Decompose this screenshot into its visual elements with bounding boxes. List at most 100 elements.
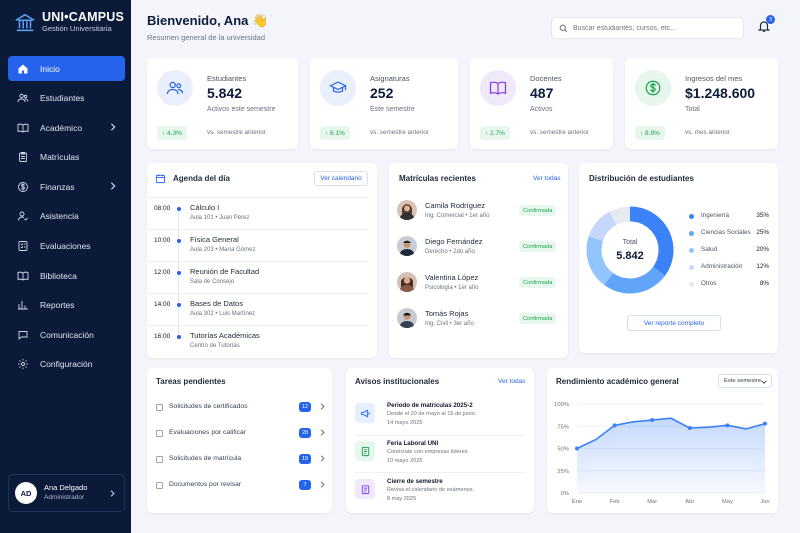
data-point[interactable] [575, 446, 579, 451]
task-item[interactable]: Solicitudes de matrícula 19 [156, 454, 326, 468]
sidebar-item-label: Evaluaciones [40, 241, 91, 252]
x-tick-label: Ene [572, 499, 582, 505]
stat-card-asignaturas[interactable]: Asignaturas 252 Este semestre ↑ 6.1% vs.… [310, 58, 458, 149]
donut-slice-2 [586, 206, 674, 294]
agenda-item-meta: Aula 302 • Luis Martínez [190, 311, 256, 317]
stat-compare: vs. mes anterior [685, 129, 730, 136]
agenda-item[interactable]: 12:00 Reunión de Facultad Sala de Consej… [147, 261, 369, 293]
legend-name: Ingeniería [701, 212, 730, 219]
view-calendar-button[interactable]: Ver calendario [314, 171, 368, 186]
performance-card: Rendimiento académico general Este semes… [547, 368, 778, 513]
timeline-dot [177, 271, 181, 275]
view-all-enrollments-link[interactable]: Ver todas [533, 175, 561, 182]
performance-area-chart: 0% 25% 50% 75% 100% Ene Feb Mar Abr May Jun [554, 402, 770, 505]
notice-item[interactable]: Periodo de matrículas 2025-2 Desde el 20… [355, 400, 525, 436]
book-icon [17, 123, 29, 133]
task-item[interactable]: Solicitudes de certificados 12 [156, 402, 326, 416]
data-point[interactable] [725, 423, 730, 428]
brand-logo[interactable]: UNI•CAMPUS Gestión Universitaria [14, 11, 124, 34]
data-point[interactable] [763, 421, 767, 426]
search-bar[interactable] [551, 17, 744, 39]
agenda-time: 12:00 [154, 269, 171, 276]
stat-note: Total [685, 106, 700, 113]
task-checkbox[interactable] [156, 482, 163, 489]
sidebar-nav: Inicio Estudiantes Académico Matrículas … [8, 56, 125, 382]
stat-card-docentes[interactable]: Docentes 487 Activos ↑ 2.7% vs. semestre… [470, 58, 613, 149]
sidebar-item-comunicacion[interactable]: Comunicación [8, 322, 125, 347]
enrollment-item[interactable]: Diego Fernández Derecho • 2do año Confir… [397, 231, 565, 267]
legend-swatch [689, 231, 694, 236]
sidebar-item-label: Configuración [40, 359, 93, 370]
stat-label: Ingresos del mes [685, 74, 743, 83]
legend-item: Ciencias Sociales 25% [689, 228, 769, 240]
user-profile-card[interactable]: AD Ana Delgado Administrador [8, 474, 125, 512]
enrollment-item[interactable]: Camila Rodríguez Ing. Comercial • 1er añ… [397, 195, 565, 231]
sidebar-item-asistencia[interactable]: Asistencia [8, 204, 125, 229]
performance-title: Rendimiento académico general [556, 377, 679, 386]
agenda-item[interactable]: 16:00 Tutorías Académicas Centro de Tuto… [147, 325, 369, 357]
notice-desc: Conéctate con empresas líderes. [387, 449, 470, 455]
avatar [397, 272, 417, 292]
stat-icon-wrap [635, 70, 671, 106]
enrollment-item[interactable]: Tomás Rojas Ing. Civil • 3er año Confirm… [397, 303, 565, 339]
sidebar-item-matriculas[interactable]: Matrículas [8, 145, 125, 170]
chevron-right-icon [320, 481, 325, 488]
clipboard-icon [19, 152, 27, 163]
avatar [397, 308, 417, 328]
data-point[interactable] [687, 426, 692, 431]
sidebar-item-estudiantes[interactable]: Estudiantes [8, 86, 125, 111]
sidebar-item-configuracion[interactable]: Configuración [8, 352, 125, 377]
task-item[interactable]: Documentos por revisar 7 [156, 480, 326, 494]
notice-item[interactable]: Cierre de semestre Revisa el calendario … [355, 476, 525, 512]
bell-icon[interactable] [757, 19, 771, 33]
agenda-time: 14:00 [154, 301, 171, 308]
full-report-button[interactable]: Ver reporte completo [627, 315, 721, 331]
sidebar-item-reportes[interactable]: Reportes [8, 293, 125, 318]
data-point[interactable] [612, 423, 617, 428]
notice-icon-wrap [355, 479, 375, 499]
legend-pct: 20% [756, 246, 769, 253]
agenda-item[interactable]: 10:00 Física General Aula 203 • María Gó… [147, 229, 369, 261]
sidebar-item-evaluaciones[interactable]: Evaluaciones [8, 234, 125, 259]
agenda-item-meta: Aula 101 • Juan Pérez [190, 215, 250, 221]
stat-icon-wrap [480, 70, 516, 106]
legend-swatch [689, 214, 694, 219]
sidebar-item-academico[interactable]: Académico [8, 115, 125, 140]
agenda-title: Agenda del día [173, 174, 230, 183]
agenda-card: Agenda del día Ver calendario 08:00 Cálc… [147, 163, 377, 358]
chevron-right-icon [110, 490, 115, 497]
stat-compare: vs. semestre anterior [207, 129, 266, 136]
sidebar-item-inicio[interactable]: Inicio [8, 56, 125, 81]
search-input[interactable] [573, 24, 738, 32]
bar-chart-icon [18, 301, 28, 310]
legend-swatch [689, 282, 694, 287]
y-tick-label: 25% [557, 469, 569, 475]
agenda-time: 08:00 [154, 205, 171, 212]
agenda-item-title: Física General [190, 235, 239, 244]
stat-card-ingresos[interactable]: Ingresos del mes $1.248.600 Total ↑ 8.9%… [625, 58, 778, 149]
task-checkbox[interactable] [156, 404, 163, 411]
task-checkbox[interactable] [156, 430, 163, 437]
agenda-item[interactable]: 08:00 Cálculo I Aula 101 • Juan Pérez [147, 197, 369, 229]
x-tick-label: Feb [610, 499, 620, 505]
series-area [577, 418, 765, 493]
period-select[interactable]: Este semestre [718, 374, 772, 388]
chevron-right-icon [320, 455, 325, 462]
agenda-item[interactable]: 14:00 Bases de Datos Aula 302 • Luis Mar… [147, 293, 369, 325]
legend-pct: 25% [756, 229, 769, 236]
stat-label: Docentes [530, 74, 562, 83]
notice-item[interactable]: Feria Laboral UNI Conéctate con empresas… [355, 438, 525, 474]
task-checkbox[interactable] [156, 456, 163, 463]
view-all-notices-link[interactable]: Ver todas [498, 378, 526, 385]
notice-date: 8 may 2025 [387, 496, 417, 502]
task-item[interactable]: Evaluaciones por calificar 28 [156, 428, 326, 442]
sidebar-item-biblioteca[interactable]: Biblioteca [8, 263, 125, 288]
sidebar-item-finanzas[interactable]: Finanzas [8, 174, 125, 199]
search-icon [559, 24, 568, 32]
enrollment-item[interactable]: Valentina López Psicología • 1er año Con… [397, 267, 565, 303]
dollar-icon [18, 181, 28, 192]
stat-card-estudiantes[interactable]: Estudiantes 5.842 Activos este semestre … [147, 58, 298, 149]
tasks-title: Tareas pendientes [156, 377, 226, 386]
status-badge: Confirmada [519, 241, 557, 252]
data-point[interactable] [650, 418, 655, 423]
